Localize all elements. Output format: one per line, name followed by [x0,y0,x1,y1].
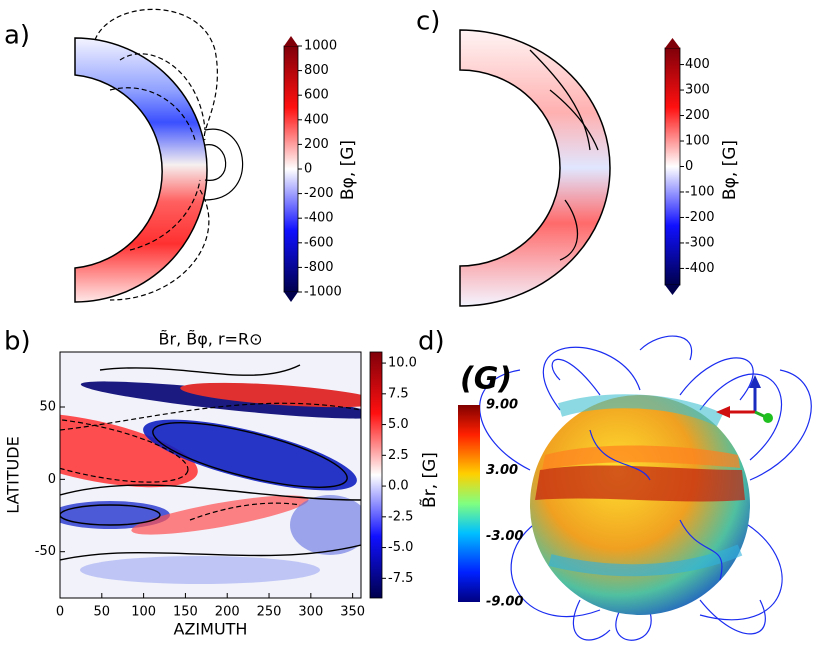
panel-label: a) [4,21,30,51]
y-tick-label: 0 [48,472,56,487]
colorbar-tick-label: 100 [685,134,710,149]
colorbar-tick-label: -200 [685,210,715,225]
colorbar-tick-label: 800 [304,63,329,78]
panel-label: b) [4,327,31,357]
panel-b-field [60,352,361,598]
colorbar-label: (G) [460,362,512,397]
colorbar-tick-label: -400 [685,261,715,276]
panel-label: d) [418,327,445,357]
colorbar-tick-label: 400 [304,112,329,127]
chart-title: B̃r, B̃φ, r=R⊙ [159,330,263,349]
colorbar-extension [665,285,680,295]
colorbar-tick-label: 9.00 [486,398,518,413]
panel-d-globe [479,335,812,641]
colorbar-tick-label: -800 [304,260,334,275]
colorbar-extension [665,38,680,48]
colorbar-label: B̃r, [G] [419,452,440,508]
colorbar-tick-label: -5.0 [388,540,413,555]
colorbar-extension [284,292,298,302]
colorbar-tick-label: 200 [685,108,710,123]
x-tick-label: 150 [173,605,198,620]
colorbar-tick-label: 7.5 [388,386,409,401]
colorbar [458,405,480,602]
colorbar-tick-label: -600 [304,235,334,250]
x-axis-label: AZIMUTH [174,620,248,639]
colorbar-tick-label: -100 [685,184,715,199]
colorbar-label: Bφ, [G] [338,140,358,200]
x-tick-label: 300 [298,605,323,620]
colorbar [283,45,299,293]
colorbar-tick-label: -7.5 [388,571,413,586]
panel-label: c) [416,7,440,37]
colorbar-label: Bφ, [G] [720,140,740,200]
colorbar-tick-label: 0 [685,159,693,174]
colorbar-extension [284,36,298,46]
x-tick-label: 50 [94,605,111,620]
colorbar-tick-label: 200 [304,137,329,152]
colorbar-tick-label: 600 [304,88,329,103]
colorbar-tick-label: 10.0 [388,356,417,371]
x-tick-label: 0 [56,605,64,620]
y-tick-label: 50 [39,399,56,414]
colorbar-tick-label: 3.00 [486,463,518,478]
panel-a-field [74,8,244,303]
colorbar-tick-label: 400 [685,57,710,72]
colorbar-tick-label: 0 [304,162,312,177]
x-tick-label: 250 [257,605,282,620]
plot-frame [59,351,362,599]
colorbar [664,47,681,286]
colorbar-tick-label: -200 [304,186,334,201]
colorbar-tick-label: -300 [685,235,715,250]
panel-c-field [459,29,611,307]
x-tick-label: 100 [131,605,156,620]
colorbar-tick-label: 5.0 [388,417,409,432]
colorbar-tick-label: -1000 [304,285,342,300]
colorbar-tick-label: -9.00 [486,595,523,610]
colorbar-tick-label: 0.0 [388,479,409,494]
colorbar-tick-label: 1000 [304,39,337,54]
x-tick-label: 350 [340,605,365,620]
colorbar-tick-label: 300 [685,83,710,98]
y-axis-label: LATITUDE [4,436,23,513]
colorbar-tick-label: -3.00 [486,529,523,544]
y-tick-label: -50 [35,544,56,559]
colorbar [369,351,383,599]
colorbar-tick-label: -400 [304,211,334,226]
x-tick-label: 200 [215,605,240,620]
colorbar-tick-label: -2.5 [388,509,413,524]
colorbar-tick-label: 2.5 [388,448,409,463]
